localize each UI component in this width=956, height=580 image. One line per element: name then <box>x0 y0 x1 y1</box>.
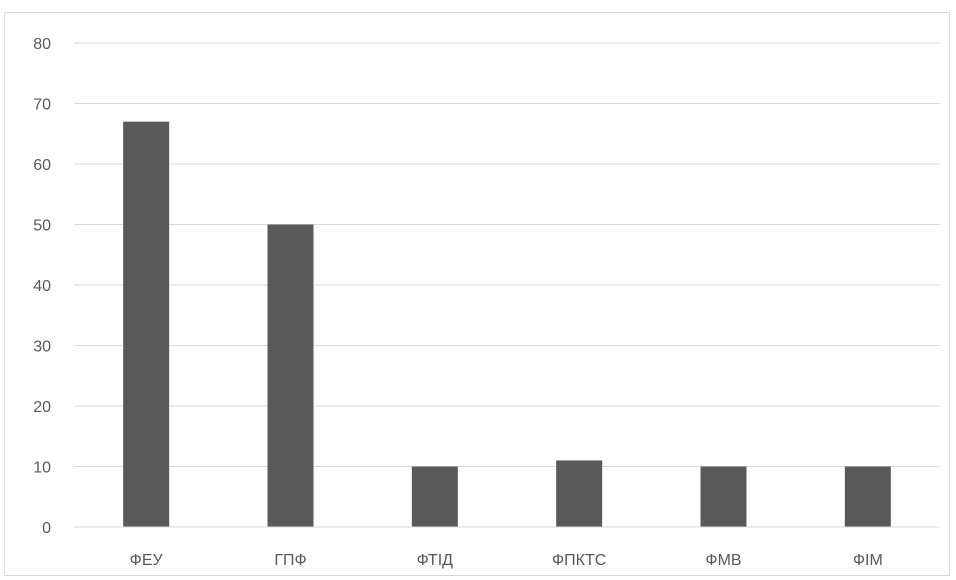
bar <box>267 224 314 527</box>
y-tick-label: 20 <box>33 399 51 416</box>
bar <box>411 466 458 527</box>
y-tick-label: 80 <box>33 36 51 53</box>
x-tick-label: ФМВ <box>705 552 741 569</box>
x-tick-label: ГПФ <box>274 552 306 569</box>
bars <box>123 121 891 528</box>
gridlines <box>74 42 940 467</box>
bar <box>700 466 747 527</box>
y-axis-tick-labels: 0 10 20 30 40 50 60 70 80 <box>33 36 51 537</box>
y-tick-label: 30 <box>33 339 51 356</box>
x-tick-label: ФТІД <box>417 552 453 569</box>
y-tick-label: 0 <box>42 520 51 537</box>
x-tick-label: ФІМ <box>853 552 883 569</box>
y-tick-label: 40 <box>33 278 51 295</box>
x-tick-label: ФЕУ <box>130 552 164 569</box>
bar <box>123 121 170 528</box>
x-tick-label: ФПКТС <box>552 552 606 569</box>
bar <box>556 460 603 527</box>
bar <box>844 466 891 527</box>
y-tick-label: 60 <box>33 157 51 174</box>
y-tick-label: 10 <box>33 460 51 477</box>
y-tick-label: 50 <box>33 218 51 235</box>
y-tick-label: 70 <box>33 97 51 114</box>
x-axis-tick-labels: ФЕУ ГПФ ФТІД ФПКТС ФМВ ФІМ <box>130 552 883 569</box>
